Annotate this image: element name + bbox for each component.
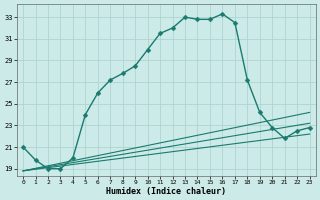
X-axis label: Humidex (Indice chaleur): Humidex (Indice chaleur) xyxy=(106,187,226,196)
